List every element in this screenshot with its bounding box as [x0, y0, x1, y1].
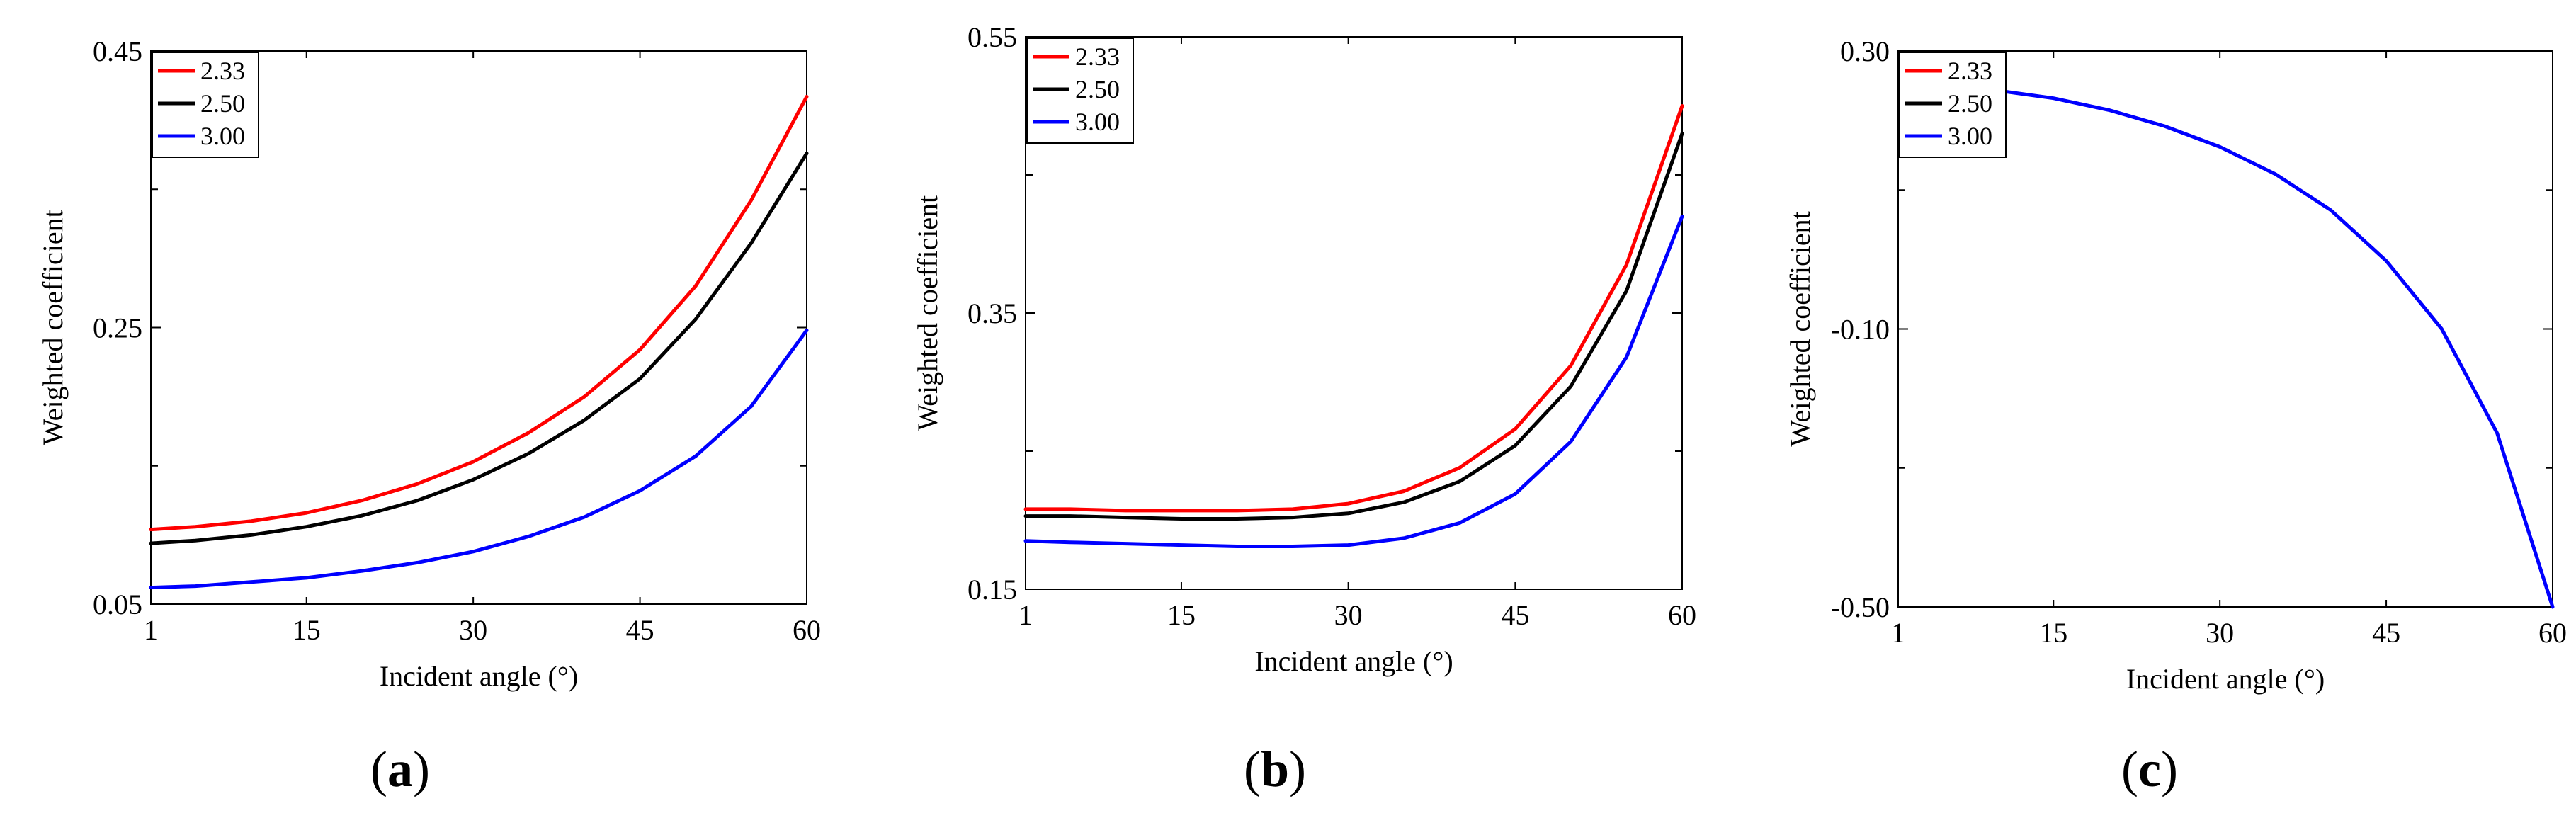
panel-a: 1 15 30 45 60 0.05 0.25 0.45 Incident angle (°) W…	[37, 35, 821, 797]
legend-label-2.33: 2.33	[1948, 57, 1992, 85]
y-tick-label: 0.30	[1840, 35, 1890, 67]
panel-letter: a	[387, 741, 413, 797]
x-tick-label: 45	[626, 614, 654, 646]
panel-letter: b	[1261, 741, 1289, 797]
x-tick-label: 60	[1668, 599, 1696, 631]
x-tick-label: 1	[144, 614, 158, 646]
x-tick-label: 1	[1891, 617, 1905, 649]
panel-label: (b)	[1244, 741, 1306, 797]
legend: 2.33 2.50 3.00	[1026, 38, 1134, 144]
x-tick-label: 45	[1501, 599, 1529, 631]
x-tick-label: 30	[459, 614, 487, 646]
panel-paren: (	[2121, 741, 2138, 797]
panel-paren: (	[370, 741, 387, 797]
legend: 2.33 2.50 3.00	[1899, 52, 2007, 158]
x-tick-label: 45	[2372, 617, 2400, 649]
panel-label: (a)	[370, 741, 430, 797]
x-axis-label: Incident angle (°)	[2126, 663, 2325, 695]
legend: 2.33 2.50 3.00	[152, 52, 259, 158]
y-axis-label: Weighted coefficient	[37, 210, 69, 445]
panel-label: (c)	[2121, 741, 2178, 797]
x-tick-label: 1	[1019, 599, 1033, 631]
y-tick-label: 0.55	[968, 21, 1017, 53]
series-line-3.00	[1996, 89, 2555, 609]
y-tick-label: 0.45	[93, 35, 142, 67]
series-line-2.33	[1023, 104, 1684, 513]
panels-group: 1 15 30 45 60 0.05 0.25 0.45 Incident angle (°) W…	[37, 21, 2567, 797]
panel-paren: )	[413, 741, 430, 797]
x-tick-label: 60	[793, 614, 821, 646]
legend-label-2.50: 2.50	[200, 89, 245, 118]
y-tick-label: 0.05	[93, 589, 142, 620]
series-line-2.33	[149, 94, 809, 532]
x-tick-label: 15	[2039, 617, 2067, 649]
y-tick-label: 0.15	[968, 574, 1017, 606]
x-tick-label: 60	[2538, 617, 2567, 649]
x-tick-label: 15	[1167, 599, 1196, 631]
legend-label-3.00: 3.00	[200, 122, 245, 150]
legend-label-2.33: 2.33	[1075, 42, 1120, 71]
y-tick-label: -0.10	[1831, 314, 1890, 346]
legend-label-3.00: 3.00	[1948, 122, 1992, 150]
y-tick-label: -0.50	[1831, 591, 1890, 623]
panel-b: 1 15 30 45 60 0.15 0.35 0.55 Incident angle (°) W…	[912, 21, 1696, 797]
series-line-2.50	[149, 152, 809, 545]
x-tick-label: 30	[1334, 599, 1363, 631]
legend-label-2.50: 2.50	[1948, 89, 1992, 118]
y-tick-label: 0.35	[968, 297, 1017, 329]
series-line-2.50	[1023, 132, 1684, 521]
series-line-3.00	[149, 328, 809, 590]
legend-label-3.00: 3.00	[1075, 108, 1120, 136]
x-axis-label: Incident angle (°)	[1254, 645, 1453, 677]
x-tick-label: 30	[2206, 617, 2234, 649]
x-tick-label: 15	[293, 614, 321, 646]
panel-c: 1 15 30 45 60 -0.50 -0.10 0.30 Incident angle (°…	[1784, 35, 2567, 797]
panel-paren: (	[1244, 741, 1261, 797]
y-axis-label: Weighted coefficient	[1784, 211, 1816, 447]
series-line-3.00	[1023, 215, 1684, 548]
y-tick-label: 0.25	[93, 312, 142, 344]
legend-label-2.33: 2.33	[200, 57, 245, 85]
y-axis-label: Weighted coefficient	[912, 195, 943, 431]
legend-label-2.50: 2.50	[1075, 75, 1120, 103]
panel-letter: c	[2138, 741, 2161, 797]
x-axis-label: Incident angle (°)	[380, 660, 578, 692]
panel-paren: )	[2161, 741, 2178, 797]
panel-paren: )	[1289, 741, 1306, 797]
